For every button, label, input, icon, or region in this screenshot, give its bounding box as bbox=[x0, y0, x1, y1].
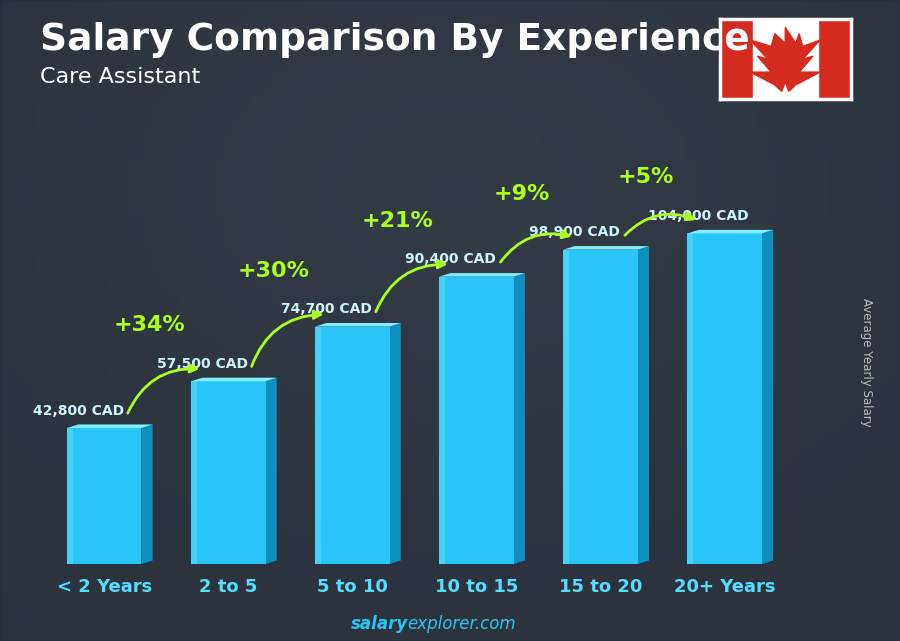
Bar bbox=[563, 249, 638, 564]
FancyArrowPatch shape bbox=[252, 311, 320, 367]
Polygon shape bbox=[191, 378, 276, 381]
Text: Average Yearly Salary: Average Yearly Salary bbox=[860, 298, 873, 426]
Bar bbox=[688, 233, 693, 564]
Bar bbox=[439, 277, 446, 564]
Bar bbox=[67, 428, 141, 564]
Polygon shape bbox=[762, 230, 773, 564]
Text: +30%: +30% bbox=[238, 260, 310, 281]
Polygon shape bbox=[751, 28, 820, 91]
Polygon shape bbox=[514, 273, 525, 564]
Text: 104,000 CAD: 104,000 CAD bbox=[648, 209, 749, 223]
Polygon shape bbox=[67, 424, 153, 428]
Polygon shape bbox=[141, 424, 153, 564]
Polygon shape bbox=[638, 246, 649, 564]
Text: 57,500 CAD: 57,500 CAD bbox=[157, 357, 248, 371]
Bar bbox=[752, 19, 818, 99]
Bar bbox=[67, 428, 73, 564]
Text: explorer.com: explorer.com bbox=[408, 615, 517, 633]
Text: +5%: +5% bbox=[617, 167, 674, 187]
FancyArrowPatch shape bbox=[500, 231, 569, 262]
Text: 42,800 CAD: 42,800 CAD bbox=[32, 404, 124, 418]
FancyArrowPatch shape bbox=[376, 261, 445, 312]
Text: +9%: +9% bbox=[493, 183, 550, 204]
Text: +21%: +21% bbox=[362, 211, 434, 231]
Text: salary: salary bbox=[350, 615, 408, 633]
Polygon shape bbox=[439, 273, 525, 277]
Polygon shape bbox=[688, 230, 773, 233]
FancyArrowPatch shape bbox=[625, 213, 693, 235]
Bar bbox=[191, 381, 197, 564]
Polygon shape bbox=[266, 378, 276, 564]
Bar bbox=[315, 326, 390, 564]
Bar bbox=[563, 249, 570, 564]
Text: +34%: +34% bbox=[113, 315, 185, 335]
Bar bbox=[688, 233, 762, 564]
Bar bbox=[315, 326, 321, 564]
FancyArrowPatch shape bbox=[128, 365, 196, 413]
Polygon shape bbox=[315, 323, 400, 326]
Bar bbox=[191, 381, 266, 564]
Text: 74,700 CAD: 74,700 CAD bbox=[281, 303, 372, 316]
Polygon shape bbox=[563, 246, 649, 249]
Bar bbox=[720, 19, 752, 99]
Text: 90,400 CAD: 90,400 CAD bbox=[405, 253, 496, 266]
Bar bbox=[818, 19, 850, 99]
Text: Care Assistant: Care Assistant bbox=[40, 67, 201, 87]
Text: 98,900 CAD: 98,900 CAD bbox=[529, 225, 620, 239]
Bar bbox=[439, 277, 514, 564]
Polygon shape bbox=[390, 323, 400, 564]
Text: Salary Comparison By Experience: Salary Comparison By Experience bbox=[40, 22, 751, 58]
